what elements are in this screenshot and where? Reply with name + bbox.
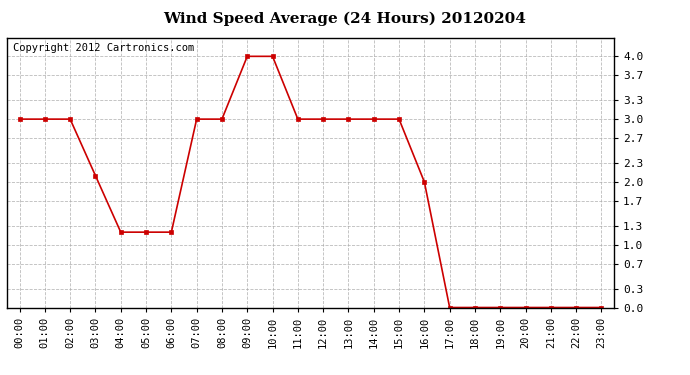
Text: Copyright 2012 Cartronics.com: Copyright 2012 Cartronics.com <box>13 43 194 53</box>
Text: Wind Speed Average (24 Hours) 20120204: Wind Speed Average (24 Hours) 20120204 <box>164 11 526 26</box>
